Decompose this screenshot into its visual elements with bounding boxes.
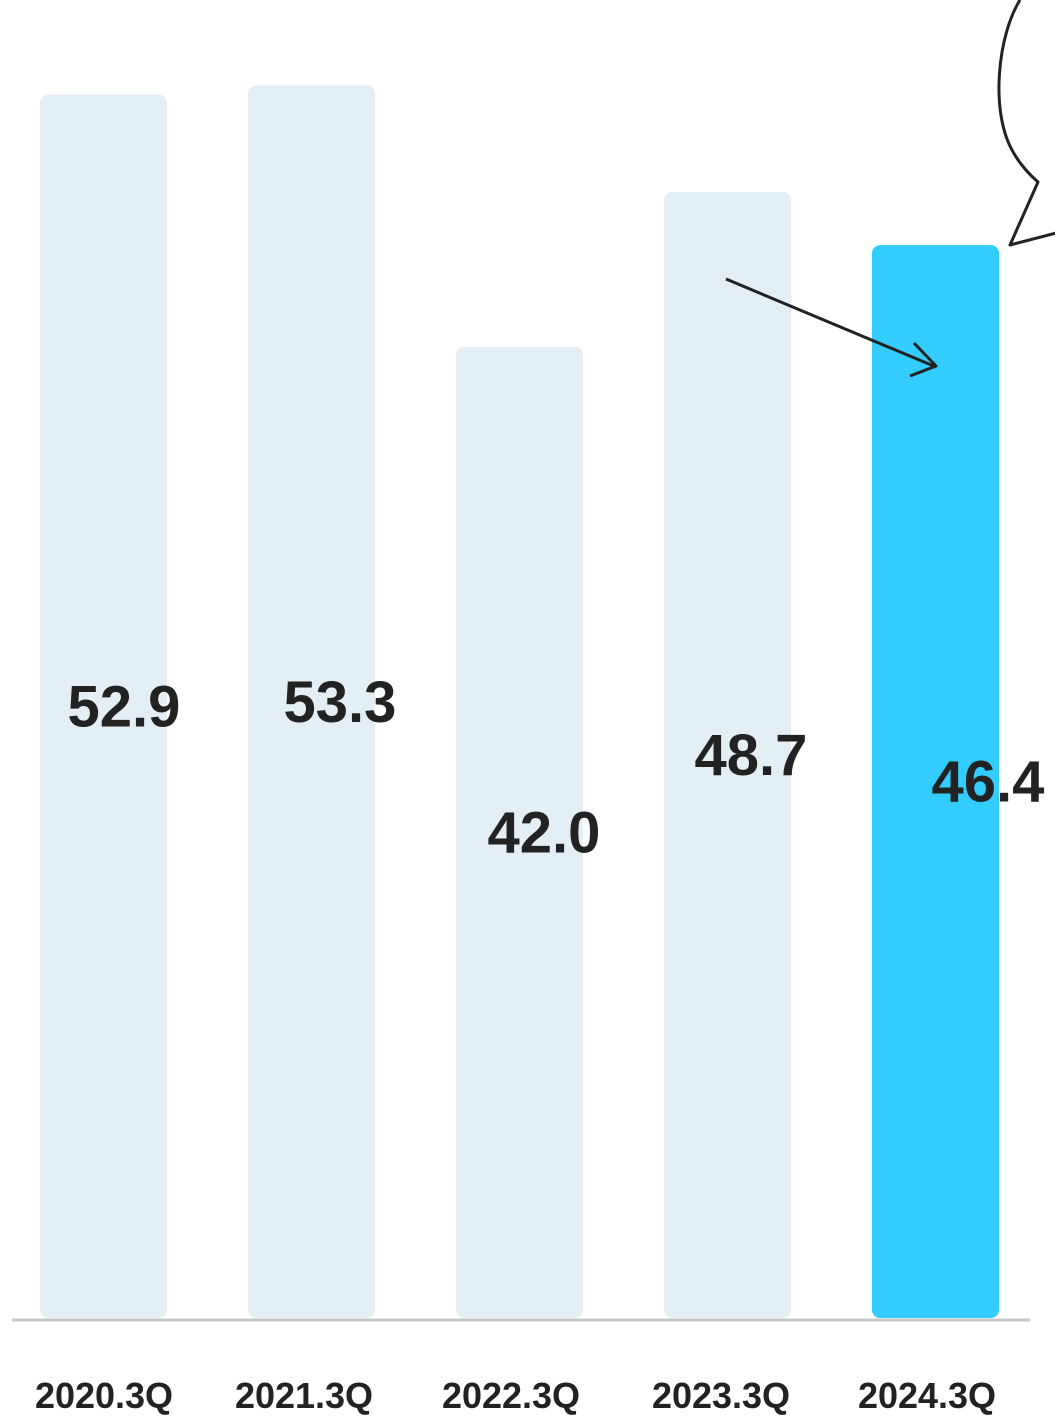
value-label-2020.3Q: 52.9 (68, 674, 181, 739)
trend-arrowhead-icon (909, 341, 938, 378)
bars-group (40, 85, 999, 1319)
speech-bubble-icon (997, 0, 1055, 247)
bar-2024.3Q (872, 245, 999, 1318)
x-tick-label-2022.3Q: 2022.3Q (442, 1375, 580, 1416)
x-tick-label-2021.3Q: 2021.3Q (235, 1375, 373, 1416)
trend-arrow-icon (725, 277, 937, 369)
x-tick-labels-group: 2020.3Q 2021.3Q 2022.3Q 2023.3Q 2024.3Q (35, 1375, 996, 1416)
x-tick-label-2023.3Q: 2023.3Q (652, 1375, 790, 1416)
bar-2021.3Q (248, 85, 375, 1318)
value-label-2024.3Q: 46.4 (932, 750, 1045, 815)
value-labels-group: 52.9 53.3 42.0 48.7 46.4 (68, 670, 1045, 866)
value-label-2023.3Q: 48.7 (695, 723, 808, 788)
x-tick-label-2020.3Q: 2020.3Q (35, 1375, 173, 1416)
x-tick-label-2024.3Q: 2024.3Q (858, 1375, 996, 1416)
bar-2022.3Q (456, 346, 583, 1318)
value-label-2021.3Q: 53.3 (284, 670, 397, 735)
bar-2020.3Q (40, 94, 167, 1319)
value-label-2022.3Q: 42.0 (488, 800, 601, 865)
bar-2023.3Q (664, 191, 791, 1318)
